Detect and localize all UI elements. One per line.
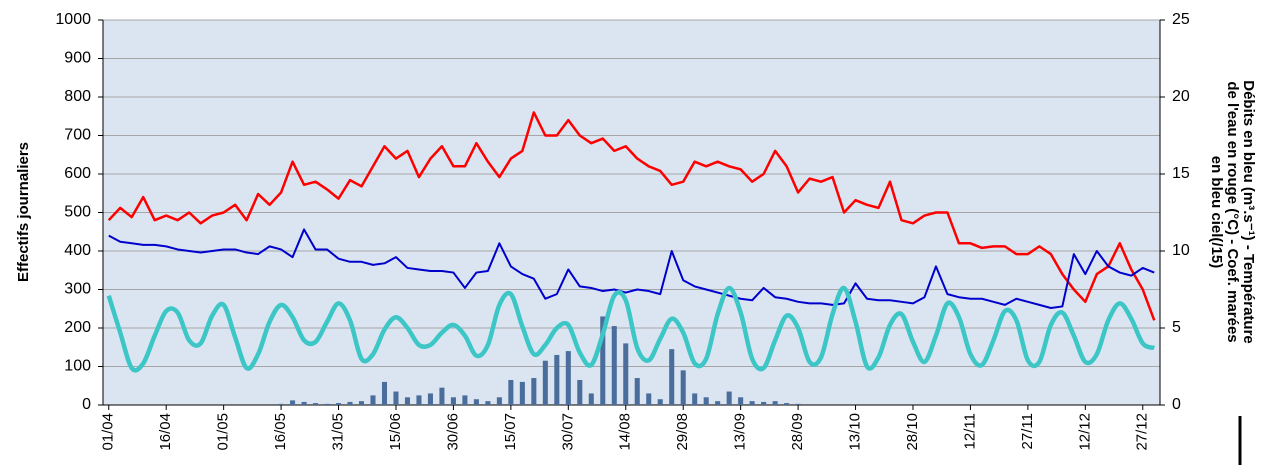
y2-axis-title: en bleu ciel(/15) [1208, 156, 1225, 269]
bar [439, 387, 445, 405]
bar [519, 381, 525, 405]
bar [795, 403, 801, 405]
x-tick-label: 01/05 [215, 413, 232, 451]
bar [416, 395, 422, 405]
x-tick-label: 16/05 [272, 413, 289, 451]
bar [738, 397, 744, 405]
bar [749, 401, 755, 405]
bar [473, 399, 479, 405]
y-tick-label: 200 [64, 319, 91, 336]
bar [358, 401, 365, 405]
bar [427, 393, 433, 405]
y-axis-title: Effectifs journaliers [15, 142, 32, 282]
bar [335, 403, 342, 405]
x-tick-label: 16/04 [157, 413, 174, 451]
bar [600, 316, 606, 405]
x-tick-label: 12/11 [961, 413, 978, 449]
x-tick-label: 30/07 [559, 413, 576, 451]
bar [370, 395, 376, 405]
y-tick-label: 900 [64, 50, 91, 67]
bar [485, 401, 491, 405]
x-tick-label: 29/08 [674, 413, 691, 451]
bar [703, 397, 709, 405]
y2-tick-label: 20 [1172, 88, 1190, 105]
bar [657, 399, 663, 405]
bar [692, 393, 698, 405]
y2-axis-title: Débits en bleu (m³.s⁻¹) - Température [1240, 80, 1257, 344]
y2-tick-label: 10 [1172, 242, 1190, 259]
bar [347, 401, 353, 405]
bar [646, 393, 652, 405]
bar [450, 397, 456, 405]
y2-axis-title: de l'eau en rouge (°C) - Coef. marées [1224, 81, 1241, 342]
bar [381, 381, 388, 405]
bar [508, 379, 514, 405]
bar [542, 360, 548, 405]
bar [290, 400, 296, 405]
y2-tick-label: 5 [1172, 319, 1181, 336]
x-tick-label: 27/11 [1019, 413, 1036, 449]
bar [404, 397, 410, 405]
x-tick-label: 27/12 [1134, 413, 1151, 451]
y-tick-label: 700 [64, 127, 91, 144]
bar [715, 401, 721, 405]
y2-tick-label: 25 [1172, 11, 1190, 28]
x-tick-label: 15/07 [502, 413, 519, 451]
line-series [107, 111, 1156, 321]
bar [301, 401, 307, 405]
x-tick-label: 12/12 [1076, 413, 1093, 451]
y-tick-label: 300 [64, 281, 91, 298]
bar [577, 379, 583, 405]
bar [772, 401, 778, 405]
x-tick-label: 28/09 [789, 413, 806, 451]
bar [324, 403, 330, 405]
bar [313, 403, 319, 405]
y-tick-label: 500 [64, 204, 91, 221]
x-tick-label: 28/10 [904, 413, 921, 451]
y2-tick-label: 0 [1172, 396, 1181, 413]
y2-tick-label: 15 [1172, 165, 1190, 182]
bar [462, 395, 468, 405]
bar [623, 343, 629, 405]
bar [680, 370, 686, 405]
bar [278, 403, 284, 405]
y-tick-label: 600 [64, 165, 91, 182]
bar [496, 397, 502, 405]
line-series [106, 285, 1156, 373]
x-tick-label: 13/10 [847, 413, 864, 451]
bar [554, 354, 560, 405]
line-series [108, 228, 1155, 309]
bar [634, 378, 640, 405]
bar [531, 378, 537, 405]
bar [726, 391, 732, 405]
bar [565, 351, 571, 405]
x-tick-label: 30/06 [444, 413, 461, 451]
bar [761, 401, 767, 405]
x-tick-label: 13/09 [732, 413, 749, 451]
y-tick-label: 400 [64, 242, 91, 259]
bar [393, 391, 399, 405]
bar [784, 403, 790, 405]
bar [588, 393, 594, 405]
y-tick-label: 0 [82, 396, 91, 413]
x-tick-label: 01/04 [100, 413, 117, 451]
x-tick-label: 31/05 [329, 413, 346, 451]
y-tick-label: 1000 [55, 11, 91, 28]
bar [669, 349, 675, 405]
x-tick-label: 14/08 [617, 413, 634, 451]
y-tick-label: 100 [64, 358, 91, 375]
y-tick-label: 800 [64, 88, 91, 105]
x-tick-label: 15/06 [387, 413, 404, 451]
bar [611, 326, 617, 405]
